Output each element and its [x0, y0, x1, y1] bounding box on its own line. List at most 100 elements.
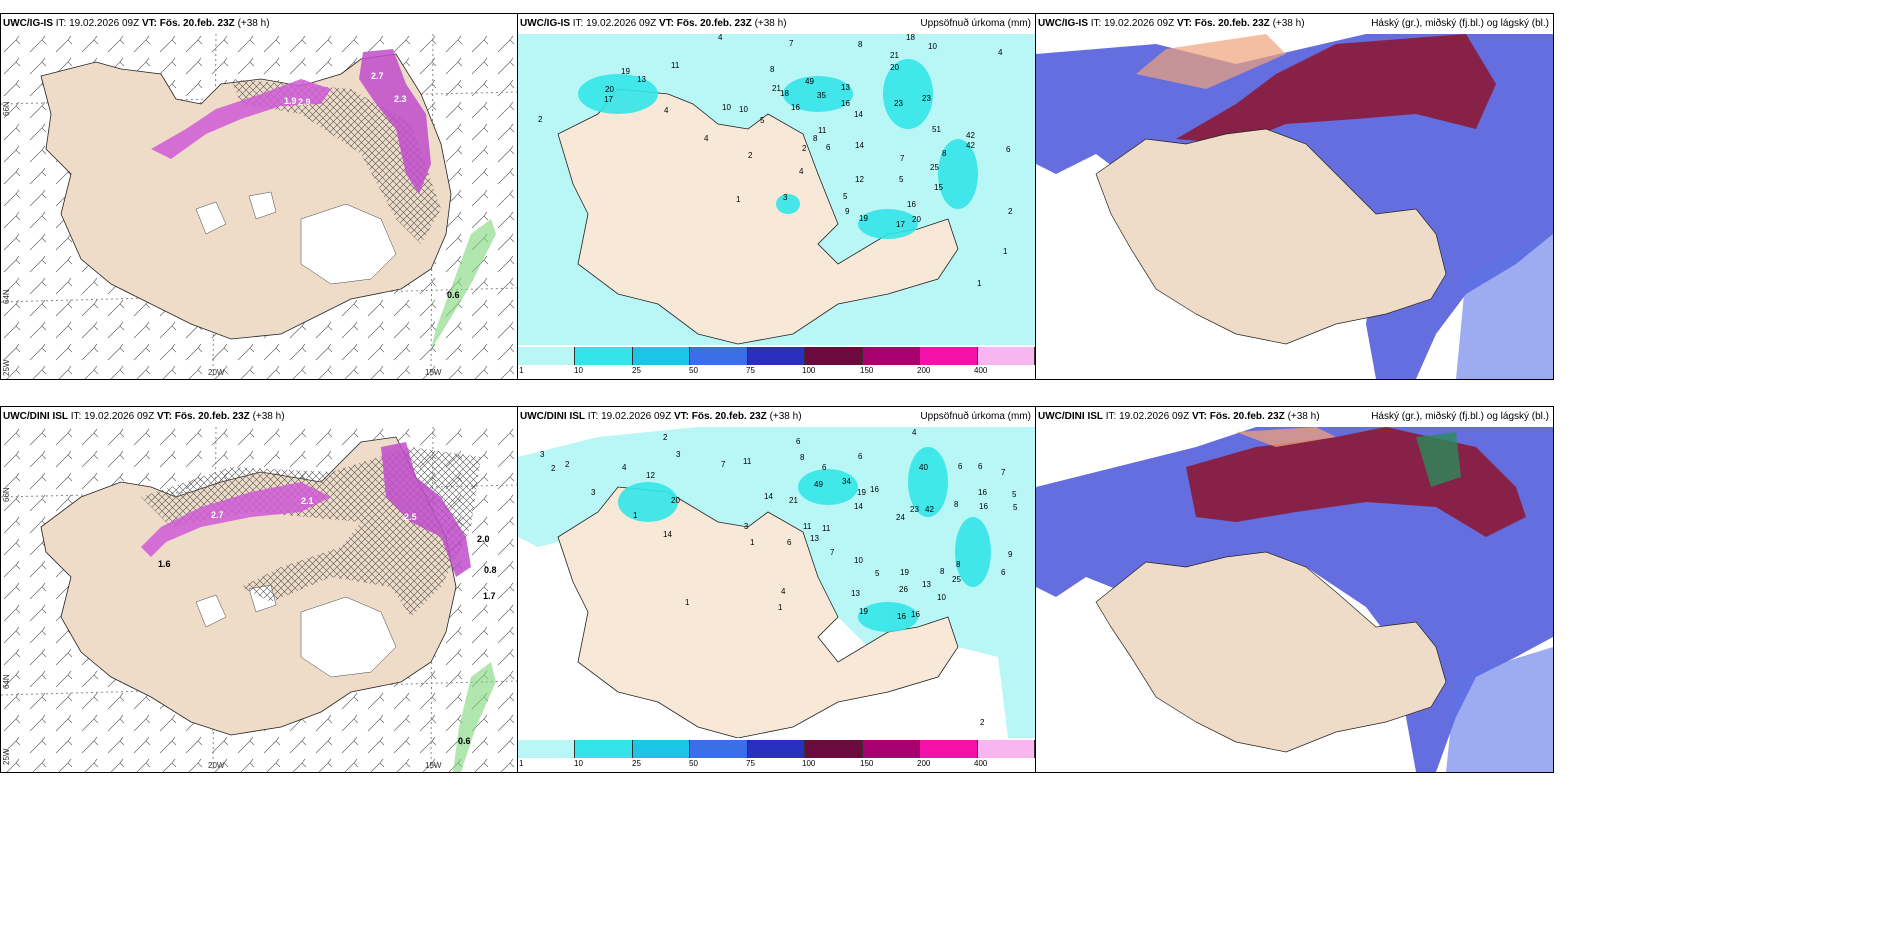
scale-tick: 75 — [746, 366, 755, 375]
lead-time: (+38 h) — [769, 411, 802, 422]
init-time: IT: 19.02.2026 09Z — [587, 411, 672, 422]
panel-header: UWC/IG-IS IT: 19.02.2026 09Z VT: Fös. 20… — [518, 14, 1035, 34]
panel-top-mid-precip-map: UWC/IG-IS IT: 19.02.2026 09Z VT: Fös. 20… — [517, 13, 1036, 380]
scale-swatch — [632, 740, 691, 758]
lat-label: 64N — [2, 674, 11, 689]
scale-tick: 150 — [860, 366, 874, 375]
wind-map: 2.7 1.9 2.9 2.3 0.6 — [1, 34, 517, 379]
field-title: Uppsöfnuð úrkoma (mm) — [920, 411, 1031, 422]
glacier-vatnajokull — [300, 203, 397, 285]
precip-value: 11 — [743, 457, 752, 466]
precip-value: 4 — [998, 48, 1003, 57]
glacier-langjokull — [195, 201, 227, 235]
precip-value: 5 — [1012, 490, 1017, 499]
scale-swatch — [862, 740, 921, 758]
precip-value: 3 — [783, 193, 788, 202]
precip-cell — [908, 447, 948, 517]
precip-value: 7 — [1001, 468, 1006, 477]
precip-value: 8 — [770, 65, 775, 74]
valid-label: VT: — [1191, 411, 1207, 422]
precip-value: 5 — [899, 175, 904, 184]
lon-label: 20W — [208, 761, 225, 770]
valid-label: VT: — [658, 18, 674, 29]
panel-header: UWC/DINI ISL IT: 19.02.2026 09Z VT: Fös.… — [1, 407, 517, 427]
precip-value: 16 — [907, 200, 916, 209]
precip-value: 18 — [906, 34, 915, 42]
scale-tick: 10 — [574, 366, 583, 375]
scale-tick: 200 — [917, 366, 931, 375]
precip-color-scale: 1 10 25 50 75 100 150 200 400 — [518, 345, 1035, 379]
precip-value: 21 — [890, 51, 899, 60]
precip-value: 5 — [843, 192, 848, 201]
precip-value: 3 — [591, 488, 596, 497]
scale-tick: 1 — [519, 759, 524, 768]
precip-value: 6 — [1001, 568, 1006, 577]
precip-value: 6 — [826, 143, 831, 152]
scale-swatch — [747, 347, 806, 365]
precip-value: 4 — [704, 134, 709, 143]
high-cloud-orange — [1236, 427, 1336, 447]
precip-value: 49 — [805, 77, 814, 86]
precip-value: 13 — [810, 534, 819, 543]
precip-cell — [783, 76, 853, 112]
precip-value: 16 — [978, 488, 987, 497]
precip-value: 6 — [978, 462, 983, 471]
precip-value: 6 — [1006, 145, 1011, 154]
precip-value: 1 — [778, 603, 783, 612]
precip-cell — [776, 194, 800, 214]
precip-value: 14 — [764, 492, 773, 501]
precip-value: 14 — [663, 530, 672, 539]
precip-value: 8 — [954, 500, 959, 509]
precip-value: 20 — [912, 215, 921, 224]
glacier-langjokull — [195, 594, 227, 628]
low-cloud-lightblue — [1456, 234, 1553, 379]
scale-swatch — [977, 347, 1035, 365]
precip-value: 9 — [1008, 550, 1013, 559]
precip-value: 21 — [789, 496, 798, 505]
lon-label: 15W — [425, 761, 442, 770]
precip-cell — [578, 74, 658, 114]
wind-value: 1.9 — [284, 96, 297, 106]
precip-value: 13 — [851, 589, 860, 598]
precip-value: 11 — [671, 61, 680, 70]
wind-value: 2.7 — [211, 510, 224, 520]
valid-time: Fös. 20.feb. 23Z — [159, 18, 235, 29]
precip-cell — [883, 59, 933, 129]
precip-value: 6 — [796, 437, 801, 446]
init-time: IT: 19.02.2026 09Z — [572, 18, 657, 29]
valid-time: Fös. 20.feb. 23Z — [1194, 18, 1270, 29]
panel-header: UWC/IG-IS IT: 19.02.2026 09Z VT: Fös. 20… — [1036, 14, 1553, 34]
precip-value: 10 — [722, 103, 731, 112]
lon-label: 15W — [425, 368, 442, 377]
precip-value: 14 — [855, 141, 864, 150]
valid-label: VT: — [141, 18, 157, 29]
init-time: IT: 19.02.2026 09Z — [1090, 18, 1175, 29]
lat-label: 25W — [2, 748, 11, 765]
valid-time: Fös. 20.feb. 23Z — [691, 411, 767, 422]
scale-tick: 100 — [802, 759, 816, 768]
precip-value: 49 — [814, 480, 823, 489]
model-name: UWC/DINI ISL — [3, 411, 68, 422]
precip-magenta-northeast — [359, 49, 431, 194]
precip-value: 8 — [942, 149, 947, 158]
precip-value: 16 — [897, 612, 906, 621]
precip-value: 42 — [966, 141, 975, 150]
panel-header: UWC/DINI ISL IT: 19.02.2026 09Z VT: Fös.… — [1036, 407, 1553, 427]
scale-swatch — [690, 740, 748, 758]
panel-bottom-right-cloud-map: UWC/DINI ISL IT: 19.02.2026 09Z VT: Fös.… — [1035, 406, 1554, 773]
precip-value: 7 — [900, 154, 905, 163]
scale-tick: 400 — [974, 759, 988, 768]
wind-map: 2.7 2.5 2.1 2.0 1.6 0.8 1.7 0.6 — [1, 427, 517, 772]
wind-value: 0.6 — [447, 290, 460, 300]
scale-tick: 25 — [632, 759, 641, 768]
precip-value: 16 — [911, 610, 920, 619]
valid-time: Fös. 20.feb. 23Z — [1209, 411, 1285, 422]
wind-value: 0.8 — [484, 565, 497, 575]
precip-value: 4 — [718, 34, 723, 42]
precip-value: 17 — [604, 95, 613, 104]
lead-time: (+38 h) — [754, 18, 787, 29]
panel-top-left-wind-map: UWC/IG-IS IT: 19.02.2026 09Z VT: Fös. 20… — [0, 13, 518, 380]
precip-value: 42 — [966, 131, 975, 140]
iceland-land — [1095, 551, 1447, 753]
precip-value: 12 — [646, 471, 655, 480]
